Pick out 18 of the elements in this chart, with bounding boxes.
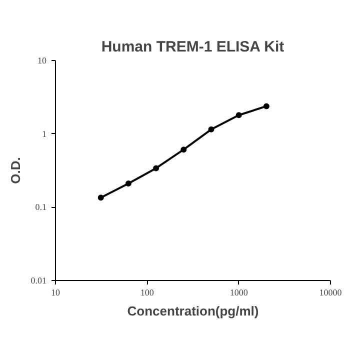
y-tick-label: 10 [38, 56, 47, 66]
x-tick-label: 1000 [230, 288, 248, 298]
point [153, 165, 160, 172]
x-tick-label: 10 [51, 288, 60, 298]
point [180, 146, 187, 153]
y-tick-label: 0.01 [30, 276, 46, 286]
x-tick-label: 100 [140, 288, 154, 298]
point [125, 180, 132, 187]
chart-title: Human TREM-1 ELISA Kit [101, 38, 284, 56]
point [98, 194, 104, 201]
x-tick-label: 10000 [319, 288, 342, 298]
y-tick-label: 1 [42, 128, 46, 139]
y-tick-label: 0.1 [35, 202, 46, 212]
point [208, 126, 214, 132]
y-axis-title: O.D. [8, 157, 23, 184]
point [263, 103, 270, 110]
point [236, 112, 242, 118]
x-axis-title: Concentration(pg/ml) [127, 304, 259, 318]
